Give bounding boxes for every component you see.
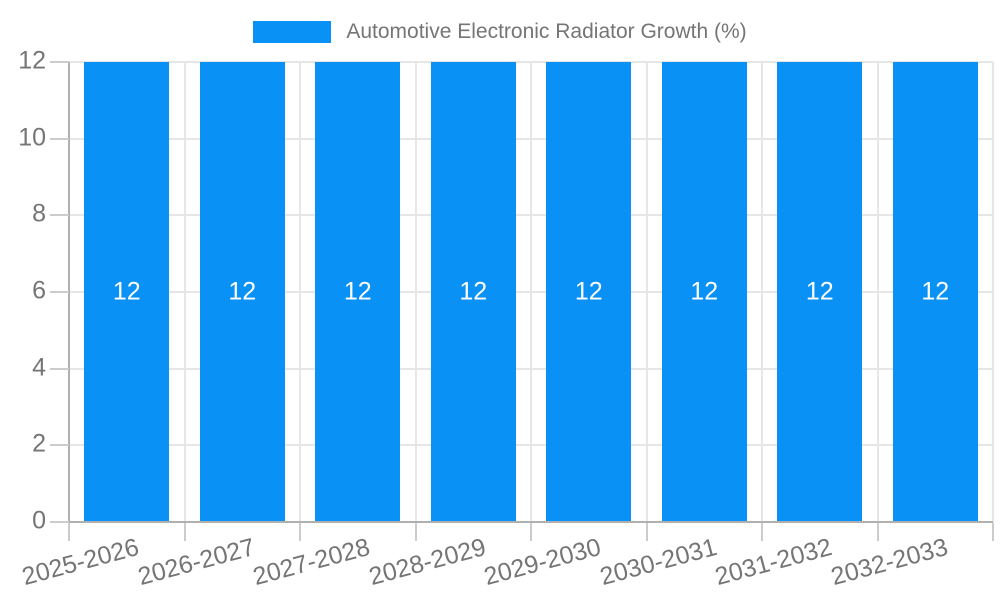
- y-tick: [50, 61, 69, 63]
- y-tick-label: 12: [18, 46, 46, 75]
- x-tick: [530, 523, 532, 541]
- bar-value-label: 12: [921, 277, 950, 306]
- bar: 12: [546, 62, 632, 522]
- x-tick-label: 2029-2030: [481, 533, 604, 591]
- x-tick: [183, 523, 186, 541]
- x-gridline: [530, 62, 532, 522]
- x-tick: [414, 523, 417, 541]
- y-tick: [50, 137, 69, 140]
- y-tick-label: 4: [32, 352, 46, 381]
- bar: 12: [892, 62, 978, 522]
- x-tick: [299, 523, 301, 541]
- bar: 12: [430, 62, 516, 522]
- legend: Automotive Electronic Radiator Growth (%…: [0, 20, 1000, 44]
- x-gridline: [299, 62, 301, 522]
- legend-label: Automotive Electronic Radiator Growth (%…: [346, 20, 747, 43]
- x-gridline: [645, 62, 648, 522]
- x-tick-label: 2026-2027: [134, 533, 258, 591]
- plot-area: 12 12 12 12 12 12 12 12: [69, 61, 994, 522]
- x-gridline: [414, 62, 417, 522]
- y-tick: [50, 367, 69, 370]
- bar: 12: [199, 62, 285, 522]
- y-tick: [50, 521, 69, 523]
- bar-value-label: 12: [343, 277, 372, 306]
- x-gridline: [992, 62, 994, 522]
- bar-value-label: 12: [459, 277, 488, 306]
- x-tick-label: 2030-2031: [596, 533, 720, 591]
- x-tick: [761, 523, 763, 541]
- bar: 12: [84, 62, 170, 522]
- y-tick: [50, 444, 69, 447]
- y-tick-label: 6: [32, 276, 46, 305]
- x-tick: [68, 523, 70, 541]
- x-axis-line: [69, 521, 993, 523]
- bar-value-label: 12: [112, 277, 141, 306]
- bar-value-label: 12: [574, 277, 603, 306]
- y-axis-line: [68, 62, 70, 522]
- x-tick-label: 2031-2032: [712, 533, 835, 591]
- x-tick: [876, 523, 879, 541]
- bar: 12: [315, 62, 401, 522]
- x-tick-label: 2027-2028: [250, 533, 373, 591]
- x-gridline: [183, 62, 186, 522]
- x-tick: [992, 523, 994, 541]
- bar: 12: [777, 62, 863, 522]
- bar-value-label: 12: [690, 277, 719, 306]
- bar-value-label: 12: [805, 277, 834, 306]
- y-tick-label: 2: [32, 429, 46, 458]
- x-gridline: [761, 62, 763, 522]
- x-tick: [645, 523, 648, 541]
- bar-value-label: 12: [228, 277, 257, 306]
- x-gridline: [876, 62, 879, 522]
- x-tick-label: 2028-2029: [365, 533, 489, 591]
- y-tick: [50, 214, 69, 217]
- x-tick-label: 2032-2033: [827, 533, 951, 591]
- y-tick-label: 0: [32, 506, 46, 535]
- y-tick-label: 10: [18, 122, 46, 151]
- y-tick-label: 8: [32, 199, 46, 228]
- bar: 12: [661, 62, 747, 522]
- y-tick: [50, 291, 69, 293]
- x-tick-label: 2025-2026: [19, 533, 142, 591]
- legend-swatch: [253, 21, 332, 43]
